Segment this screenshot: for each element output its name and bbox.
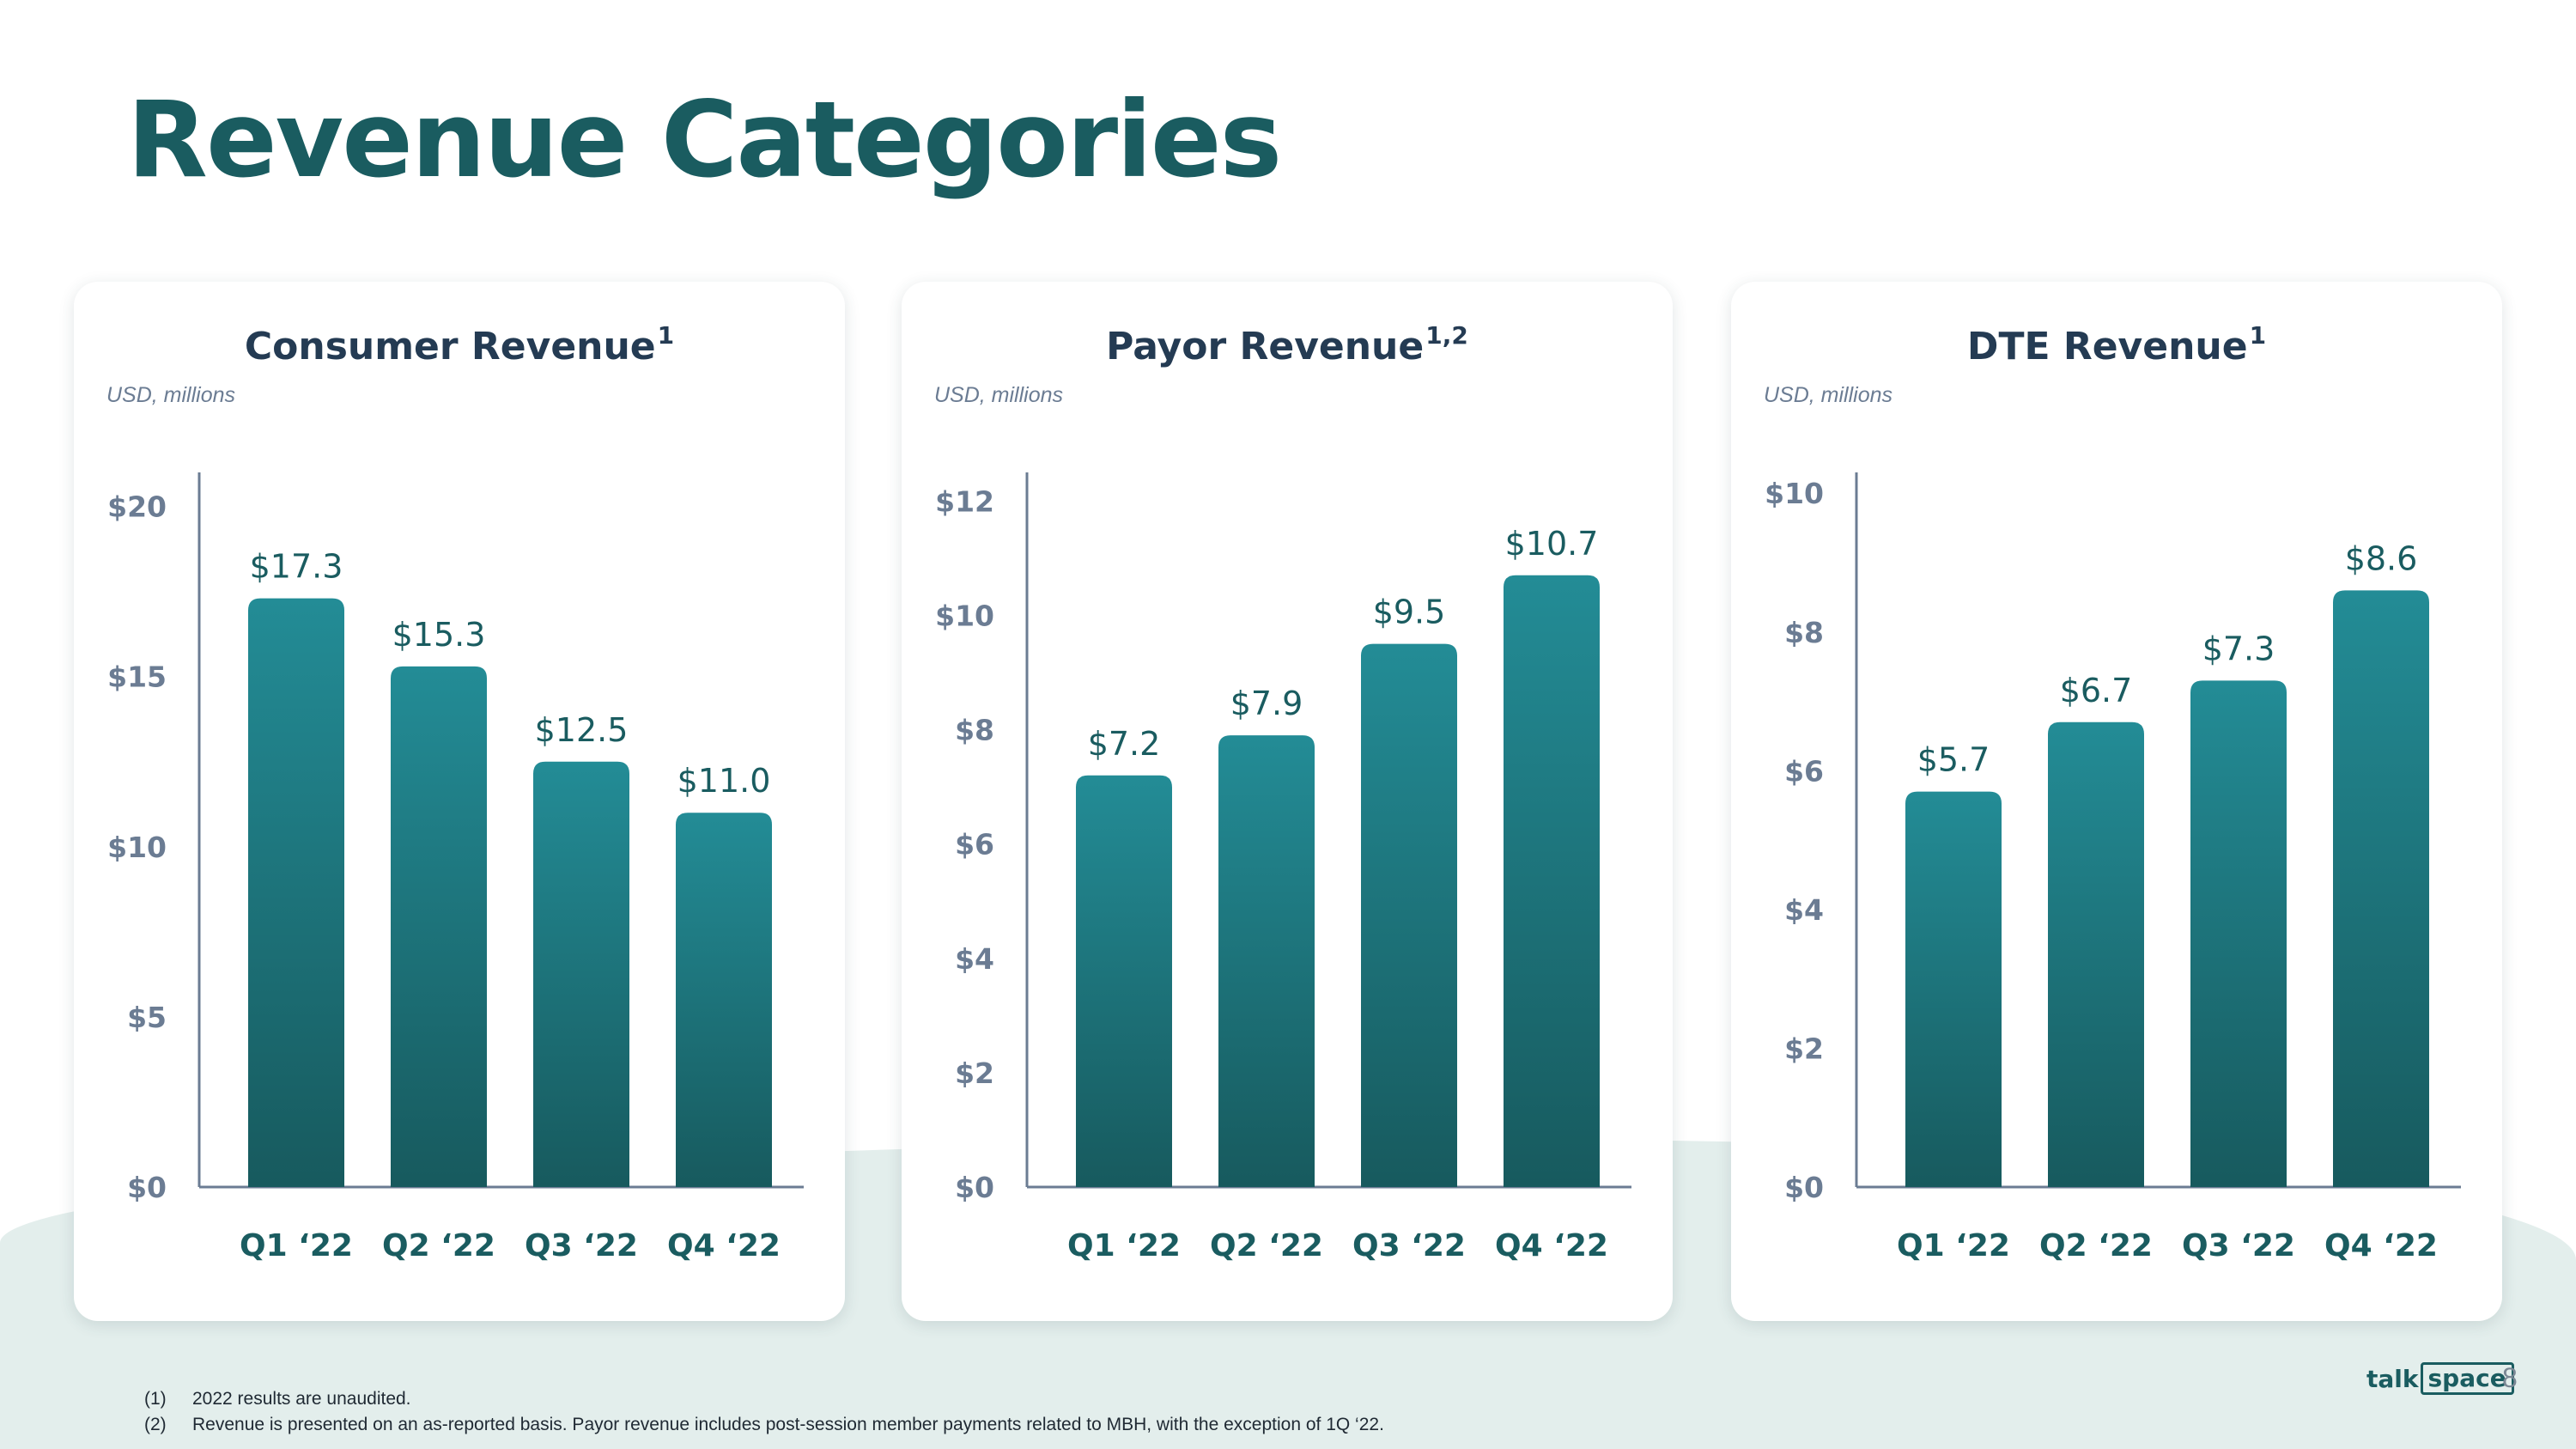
data-label: $11.0 <box>677 762 771 800</box>
x-tick-label: Q3 ‘22 <box>2182 1228 2295 1263</box>
data-label: $7.3 <box>2202 630 2275 667</box>
x-tick-label: Q2 ‘22 <box>2039 1228 2153 1263</box>
y-tick-label: $12 <box>935 484 994 518</box>
y-tick-label: $8 <box>1784 616 1824 649</box>
bar <box>1076 775 1172 1187</box>
consumer-revenue-chart: $0 $5 $10 $15 $20 $17.3 Q1 ‘22 $15.3 Q2 ‘22 $12.5… <box>107 472 804 1263</box>
bar <box>248 598 344 1187</box>
y-tick-label: $2 <box>1784 1032 1824 1065</box>
chart-title-text: DTE Revenue <box>1966 325 2248 368</box>
x-tick-label: Q3 ‘22 <box>525 1228 638 1263</box>
units-label: USD, millions <box>1764 383 1893 407</box>
page-title: Revenue Categories <box>127 79 1282 201</box>
y-tick-label: $10 <box>107 831 167 864</box>
x-tick-label: Q4 ‘22 <box>667 1228 781 1263</box>
chart-title: Payor Revenue1,2 <box>902 321 1673 368</box>
y-tick-label: $10 <box>935 599 994 632</box>
bar <box>1504 575 1600 1187</box>
y-tick-label: $0 <box>955 1171 994 1204</box>
x-tick-label: Q1 ‘22 <box>240 1228 353 1263</box>
bar <box>676 813 772 1187</box>
bar <box>1218 735 1315 1187</box>
data-label: $7.2 <box>1088 725 1161 763</box>
footnote: (2) Revenue is presented on an as-report… <box>144 1412 1384 1438</box>
bar <box>391 666 487 1187</box>
logo-box-text: space <box>2420 1362 2514 1395</box>
payor-revenue-chart: $0 $2 $4 $6 $8 $10 $12 $7.2 Q1 ‘22 $7.9 Q2 ‘22 $9.5… <box>935 472 1631 1263</box>
data-label: $8.6 <box>2345 539 2418 577</box>
bar <box>2048 721 2144 1187</box>
y-tick-label: $20 <box>107 490 167 524</box>
dte-revenue-chart: $0 $2 $4 $6 $8 $10 $5.7 Q1 ‘22 $6.7 Q2 ‘22 $7.3 Q3 … <box>1765 472 2461 1263</box>
y-tick-label: $0 <box>1784 1171 1824 1204</box>
data-label: $7.9 <box>1230 685 1303 722</box>
x-tick-label: Q2 ‘22 <box>382 1228 495 1263</box>
data-label: $10.7 <box>1505 525 1599 563</box>
chart-title: Consumer Revenue1 <box>74 321 845 368</box>
x-tick-label: Q1 ‘22 <box>1897 1228 2010 1263</box>
talkspace-logo: talk space <box>2366 1362 2514 1395</box>
y-tick-label: $8 <box>955 714 994 747</box>
y-tick-label: $5 <box>127 1001 167 1034</box>
x-tick-label: Q4 ‘22 <box>1495 1228 1608 1263</box>
chart-title-text: Consumer Revenue <box>244 325 656 368</box>
chart-title: DTE Revenue1 <box>1731 321 2502 368</box>
units-label: USD, millions <box>934 383 1064 407</box>
x-tick-label: Q1 ‘22 <box>1067 1228 1181 1263</box>
data-label: $9.5 <box>1373 594 1446 631</box>
bar <box>2333 590 2429 1187</box>
footnote-number: (2) <box>144 1415 167 1434</box>
data-label: $15.3 <box>392 616 486 654</box>
chart-title-footnote-ref: 1,2 <box>1425 321 1468 350</box>
units-label: USD, millions <box>106 383 236 407</box>
y-tick-label: $4 <box>955 942 994 976</box>
chart-title-text: Payor Revenue <box>1106 325 1425 368</box>
y-tick-label: $15 <box>107 661 167 694</box>
consumer-revenue-card: Consumer Revenue1 USD, millions $0 $5 $10 $… <box>74 282 845 1321</box>
x-tick-label: Q2 ‘22 <box>1210 1228 1323 1263</box>
y-tick-label: $6 <box>955 828 994 861</box>
footnote: (1) 2022 results are unaudited. <box>144 1386 1384 1412</box>
y-tick-label: $4 <box>1784 893 1824 927</box>
footnotes: (1) 2022 results are unaudited. (2) Reve… <box>144 1386 1384 1438</box>
bar <box>533 761 629 1187</box>
y-tick-label: $6 <box>1784 754 1824 788</box>
x-tick-label: Q3 ‘22 <box>1352 1228 1466 1263</box>
footnote-text: 2022 results are unaudited. <box>192 1389 411 1409</box>
dte-revenue-card: DTE Revenue1 USD, millions $0 $2 $4 $6 $8 $10… <box>1731 282 2502 1321</box>
y-tick-label: $2 <box>955 1056 994 1090</box>
logo-text: talk <box>2366 1364 2419 1393</box>
data-label: $17.3 <box>250 548 343 586</box>
footnote-text: Revenue is presented on an as-reported b… <box>192 1415 1384 1434</box>
y-tick-label: $10 <box>1765 477 1824 510</box>
page-number: 8 <box>2502 1362 2518 1393</box>
bar <box>2190 680 2287 1187</box>
bar <box>1361 643 1457 1187</box>
y-tick-label: $0 <box>127 1171 167 1204</box>
chart-title-footnote-ref: 1 <box>657 321 675 350</box>
data-label: $12.5 <box>535 711 629 749</box>
x-tick-label: Q4 ‘22 <box>2324 1228 2438 1263</box>
payor-revenue-card: Payor Revenue1,2 USD, millions $0 $2 $4 $6 $… <box>902 282 1673 1321</box>
chart-title-footnote-ref: 1 <box>2249 321 2267 350</box>
footnote-number: (1) <box>144 1389 167 1409</box>
bar <box>1905 791 2002 1187</box>
data-label: $5.7 <box>1917 741 1990 779</box>
data-label: $6.7 <box>2060 672 2133 709</box>
